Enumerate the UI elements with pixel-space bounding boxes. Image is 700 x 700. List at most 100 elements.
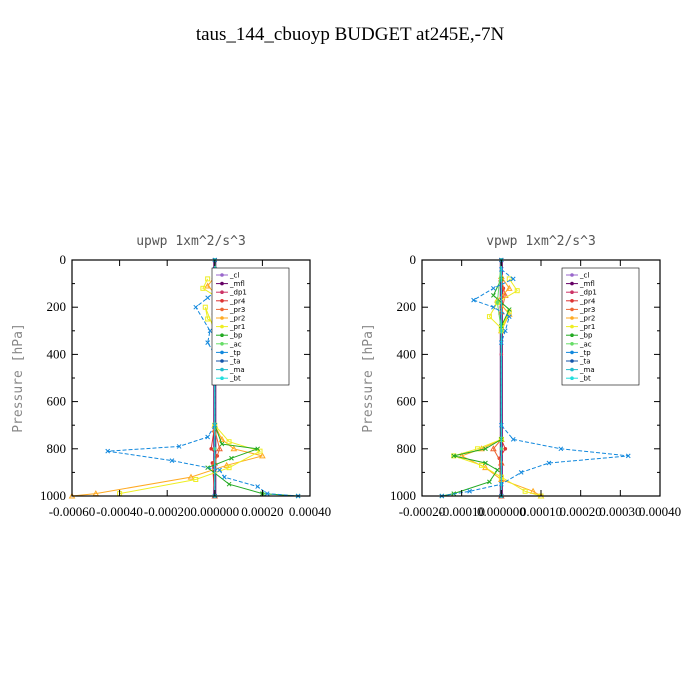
legend-entry: _cl	[229, 272, 239, 280]
data-point	[219, 441, 225, 447]
legend-marker	[570, 290, 574, 295]
data-point	[495, 300, 500, 305]
x-tick-label: 0.00040	[289, 504, 331, 519]
y-axis-label: Pressure [hPa]	[361, 323, 376, 433]
data-point	[257, 448, 263, 454]
legend-entry: _pr2	[229, 315, 245, 323]
legend-marker	[570, 281, 574, 286]
data-point	[200, 285, 206, 291]
legend-marker	[570, 333, 574, 338]
y-tick-label: 800	[397, 441, 417, 456]
y-tick-label: 1000	[390, 488, 416, 503]
data-point	[229, 455, 234, 461]
legend-marker	[570, 299, 574, 303]
data-point	[204, 282, 212, 289]
data-point	[467, 488, 472, 494]
legend-entry: _tp	[229, 349, 241, 357]
legend-entry: _mfl	[579, 280, 595, 288]
data-point	[205, 434, 211, 440]
data-point	[226, 465, 232, 471]
legend-entry: _ta	[229, 358, 241, 366]
chart-panel-1: upwp 1xm^2/s^3 Pressure [hPa] 0 200 400 600 80…	[11, 234, 331, 519]
chart-title: upwp 1xm^2/s^3	[136, 234, 246, 249]
data-point	[491, 304, 496, 310]
data-point	[451, 453, 457, 459]
legend-entry: _pr4	[579, 297, 596, 305]
data-point	[255, 446, 260, 452]
legend-entry: _ta	[579, 358, 591, 366]
data-point	[558, 446, 564, 452]
data-point	[510, 437, 516, 442]
legend-entry: _pr4	[229, 297, 246, 305]
data-point	[207, 328, 213, 334]
legend-entry: _ac	[229, 340, 242, 348]
data-point	[478, 445, 485, 452]
x-tick-label: 0.00010	[520, 504, 562, 519]
data-point	[255, 484, 260, 489]
legend-marker	[570, 324, 574, 329]
data-point	[546, 460, 552, 466]
data-point	[205, 316, 211, 322]
data-point	[514, 288, 520, 294]
series-line-tp	[107, 268, 299, 497]
data-point	[625, 453, 631, 459]
legend-entry: _ma	[229, 366, 245, 374]
data-point	[518, 470, 524, 475]
x-tick-label: 0.00020	[241, 504, 283, 519]
legend-entry: _bt	[229, 375, 241, 383]
data-point	[510, 276, 516, 282]
data-point	[218, 435, 226, 442]
legend-entry: _pr1	[579, 323, 595, 331]
data-point	[483, 446, 488, 452]
y-tick-label: 800	[47, 441, 67, 456]
chart-title: vpwp 1xm^2/s^3	[486, 234, 596, 249]
legend-entry: _cl	[579, 272, 589, 280]
data-point	[259, 452, 266, 459]
data-point	[491, 285, 496, 291]
data-point	[205, 340, 211, 345]
x-tick-label: -0.00040	[96, 504, 143, 519]
series-line-bp	[441, 278, 510, 497]
legend-marker	[570, 376, 574, 381]
y-tick-label: 0	[410, 252, 417, 267]
series-line-pr1	[452, 278, 542, 497]
data-point	[205, 276, 211, 282]
legend-marker	[220, 342, 224, 346]
legend-entry: _bp	[229, 332, 243, 340]
data-point	[205, 295, 211, 301]
legend-marker	[220, 290, 224, 295]
y-tick-label: 600	[397, 394, 417, 409]
data-point	[202, 304, 208, 310]
legend-entry: _pr3	[579, 306, 595, 314]
legend-marker	[220, 333, 224, 338]
data-point	[483, 460, 488, 466]
data-point	[506, 307, 512, 312]
legend-marker	[570, 316, 574, 320]
legend-entry: _ac	[579, 340, 592, 348]
data-point	[490, 445, 497, 452]
data-point	[495, 467, 500, 473]
data-point	[471, 297, 476, 303]
legend-marker	[220, 367, 224, 372]
data-point	[491, 293, 496, 298]
data-point	[479, 462, 484, 468]
legend-marker	[570, 359, 574, 363]
figure-title: taus_144_cbuoyp BUDGET at245E,-7N	[196, 24, 505, 45]
x-tick-label: -0.00020	[144, 504, 191, 519]
data-point	[187, 473, 195, 480]
data-point	[193, 476, 199, 482]
legend-marker	[570, 350, 574, 355]
legend-entry: _pr3	[229, 306, 245, 314]
legend-entry: _dp1	[579, 289, 597, 297]
y-tick-label: 200	[397, 299, 417, 314]
data-point	[217, 467, 222, 473]
y-tick-label: 400	[397, 346, 417, 361]
legend-entry: _ma	[579, 366, 595, 374]
legend-marker	[220, 281, 224, 286]
chart-panel-2: vpwp 1xm^2/s^3 Pressure [hPa] 0 200 400 600 80…	[361, 234, 681, 519]
data-point	[522, 488, 528, 494]
data-point	[193, 304, 199, 310]
chart-panels: upwp 1xm^2/s^3 Pressure [hPa] 0 200 400 600 80…	[11, 234, 681, 519]
x-tick-label: -0.00010	[438, 504, 485, 519]
y-tick-label: 400	[47, 346, 67, 361]
